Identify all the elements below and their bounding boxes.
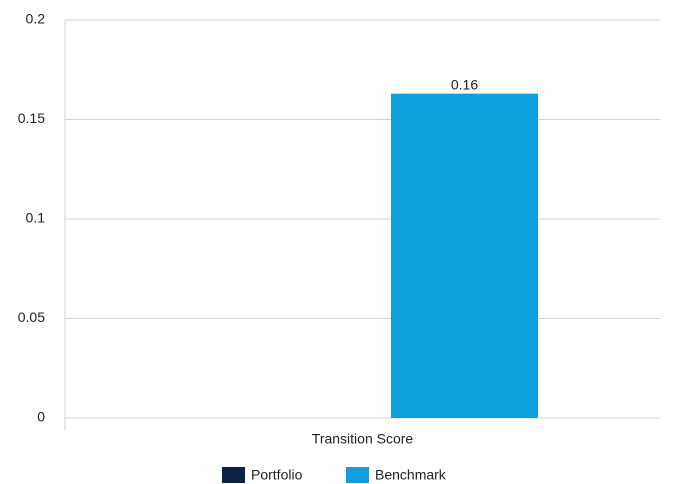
data-label: 0.16 <box>451 76 478 92</box>
bar <box>391 93 538 418</box>
legend-swatch <box>346 467 369 483</box>
y-tick-label: 0.2 <box>26 11 46 27</box>
x-tick-label: Transition Score <box>312 431 414 447</box>
y-tick-label: 0 <box>37 409 45 425</box>
y-tick-label: 0.15 <box>18 110 45 126</box>
y-tick-label: 0.05 <box>18 309 45 325</box>
legend-label: Benchmark <box>375 467 447 483</box>
y-tick-label: 0.1 <box>26 210 46 226</box>
legend-label: Portfolio <box>251 467 303 483</box>
legend-swatch <box>222 467 245 483</box>
